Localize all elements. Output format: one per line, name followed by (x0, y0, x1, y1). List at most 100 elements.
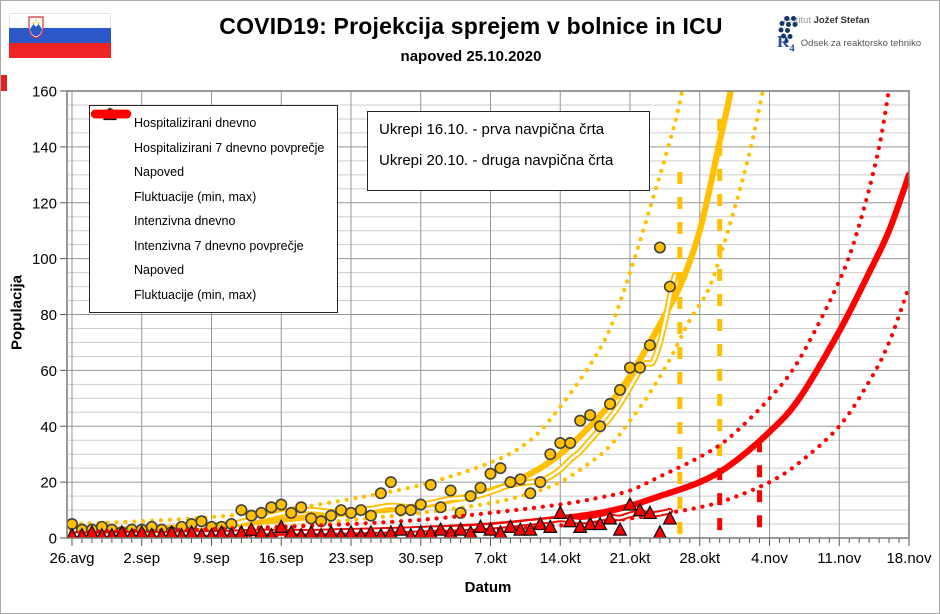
flag-stripe-red (9, 43, 111, 58)
icu-daily-marker (503, 518, 518, 533)
legend-label: Intenzivna 7 dnevno povprečje (134, 238, 304, 253)
hosp-daily-marker (614, 383, 627, 396)
icu-daily-marker (642, 504, 658, 520)
x-tick-label: 14.okt (540, 550, 582, 567)
hosp-daily-marker (604, 397, 617, 410)
icu-daily-marker (453, 521, 468, 536)
ijs-logo (778, 16, 798, 43)
r4-logo-row: R4 Odsek za reaktorsko tehniko (777, 33, 927, 54)
legend-label: Hospitalizirani dnevno (134, 116, 257, 131)
hosp-daily-marker (534, 476, 547, 489)
hospital-avg7-line (68, 272, 679, 534)
legend-item-hosp-forecast: Napoved (90, 111, 337, 185)
icu-daily-marker (106, 527, 118, 538)
icu-daily-marker (662, 510, 678, 525)
left-edge-red-mark (1, 75, 7, 91)
icu-daily-marker (652, 524, 667, 538)
hosp-daily-marker (285, 506, 298, 519)
hosp-daily-marker (524, 487, 537, 500)
ijs-logo-row: Institut Jožef Stefan (777, 15, 927, 43)
ijs-label: Institut Jožef Stefan (783, 15, 870, 26)
x-tick-label: 26.avg (49, 550, 94, 567)
hosp-daily-marker (325, 509, 338, 522)
hosp-daily-marker (643, 339, 656, 352)
hosp-daily-marker (474, 481, 487, 494)
icu-daily-marker (582, 516, 598, 531)
hosp-daily-marker (344, 506, 357, 519)
icu-daily-marker (146, 527, 158, 538)
hospital-forecast-line (68, 91, 734, 534)
y-tick-label: 60 (40, 363, 57, 380)
y-tick-label: 20 (40, 475, 57, 492)
hosp-daily-marker (245, 509, 258, 522)
icu-daily-marker (433, 521, 449, 536)
legend-label: Fluktuacije (min, max) (134, 189, 257, 204)
icu-daily-marker (513, 521, 528, 536)
icu-daily-marker (405, 527, 417, 538)
legend-label: Napoved (134, 263, 185, 278)
annotation-line-2: Ukrepi 20.10. - druga navpična črta (379, 152, 614, 169)
x-tick-label: 30.sep (398, 550, 443, 567)
x-tick-label: 2.sep (123, 550, 160, 567)
hosp-daily-marker (504, 476, 517, 489)
icu-daily-marker (375, 527, 387, 538)
hosp-daily-marker (564, 437, 577, 450)
hospital-avg7-line-core (70, 274, 677, 532)
legend-item-icu-fluct: Fluktuacije (min, max) (90, 111, 337, 308)
x-tick-label: 21.okt (610, 550, 652, 567)
hosp-daily-marker (275, 498, 288, 511)
hosp-daily-marker (594, 420, 607, 433)
legend-label: Intenzivna dnevno (134, 214, 236, 229)
hosp-daily-marker (404, 504, 417, 517)
legend-item-icu-forecast: Napoved (90, 111, 337, 283)
icu-daily-marker (335, 527, 347, 538)
icu-daily-marker (315, 527, 327, 538)
x-tick-label: 28.okt (679, 550, 721, 567)
icu-daily-marker (483, 521, 498, 536)
ijs-label-prefix: Institut (783, 15, 811, 26)
x-tick-label: 16.sep (259, 550, 304, 567)
icu-daily-markers (67, 496, 678, 538)
icu-daily-marker (542, 518, 558, 533)
icu-daily-marker (76, 527, 88, 538)
hosp-daily-marker (235, 504, 248, 517)
y-tick-label: 100 (32, 251, 57, 268)
icu-daily-marker (205, 527, 218, 538)
icu-daily-marker (175, 527, 188, 538)
r4-logo: R4 (777, 32, 795, 55)
hosp-daily-marker (255, 506, 268, 519)
hosp-daily-marker (653, 241, 666, 254)
legend-box: Hospitalizirani dnevno Hospitalizirani 7 … (89, 105, 338, 313)
icu-daily-marker (96, 527, 108, 538)
icu-daily-marker (156, 527, 168, 538)
hosp-daily-marker (374, 487, 387, 500)
hosp-daily-marker (633, 361, 646, 374)
hosp-daily-marker (335, 504, 348, 517)
hosp-daily-marker (354, 504, 367, 517)
ijs-label-name: Jožef Stefan (813, 15, 870, 26)
legend-label: Fluktuacije (min, max) (134, 287, 257, 302)
hosp-daily-marker (554, 437, 567, 450)
icu-daily-marker (126, 527, 138, 538)
hosp-daily-marker (434, 501, 447, 514)
icu-daily-marker (265, 527, 277, 538)
hosp-daily-marker (663, 280, 676, 293)
annotation-box: Ukrepi 16.10. - prva navpična črta Ukrep… (367, 111, 650, 191)
hosp-daily-marker (295, 501, 308, 514)
icu-daily-marker (295, 527, 307, 538)
icu-daily-marker (532, 516, 548, 531)
hosp-daily-marker (384, 476, 397, 489)
hosp-daily-marker (444, 484, 457, 497)
hosp-daily-marker (574, 414, 587, 427)
x-tick-label: 4.nov (751, 550, 788, 567)
hosp-daily-marker (195, 515, 208, 528)
hosp-daily-marker (464, 490, 477, 503)
hospital-fluctuation-max-line (69, 91, 685, 527)
icu-daily-marker (632, 502, 648, 517)
icu-daily-marker (393, 521, 409, 536)
icu-daily-marker (355, 527, 367, 538)
legend-item-hosp-avg7: Hospitalizirani 7 dnevno povprečje (90, 109, 337, 161)
x-tick-label: 23.sep (328, 550, 373, 567)
page-subtitle: napoved 25.10.2020 (400, 48, 542, 65)
